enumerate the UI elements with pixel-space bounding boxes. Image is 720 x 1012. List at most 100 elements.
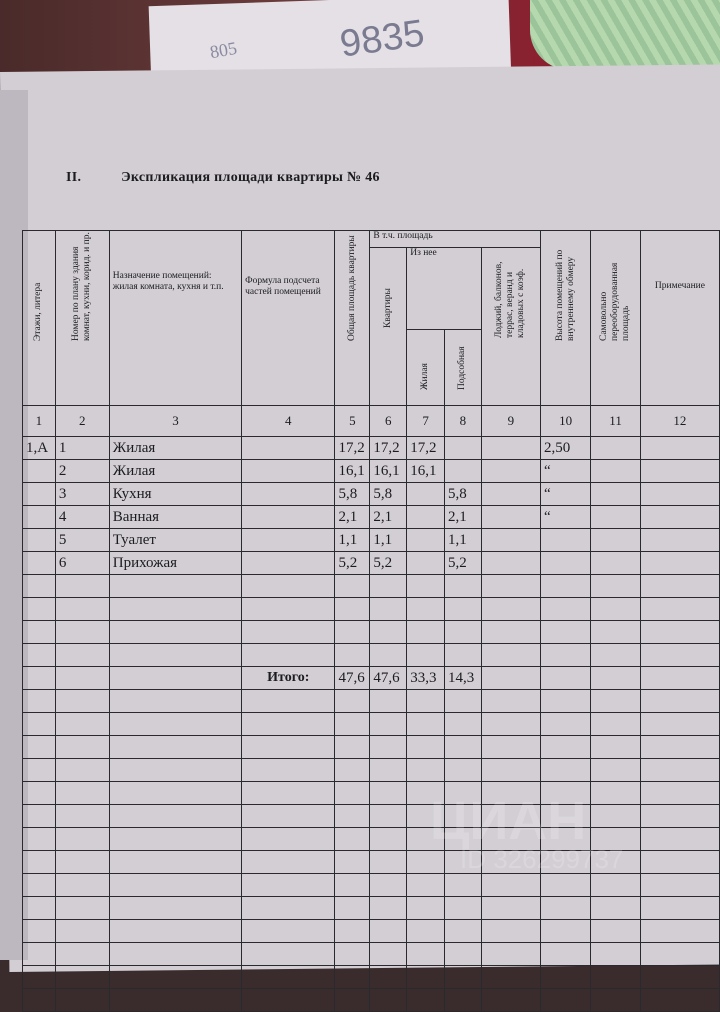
table-cell bbox=[22, 574, 56, 598]
table-cell bbox=[406, 850, 445, 874]
table-cell bbox=[108, 735, 243, 759]
table-cell bbox=[22, 988, 56, 1012]
column-number: 3 bbox=[108, 405, 243, 437]
table-cell bbox=[639, 689, 720, 713]
table-row bbox=[22, 804, 720, 828]
column-number: 12 bbox=[639, 405, 720, 437]
table-cell bbox=[369, 735, 408, 759]
table-cell bbox=[540, 919, 592, 943]
table-cell bbox=[369, 804, 408, 828]
table-cell bbox=[108, 620, 243, 644]
table-cell bbox=[540, 666, 592, 690]
table-cell bbox=[334, 873, 371, 897]
table-cell bbox=[639, 528, 720, 552]
table-cell: 5 bbox=[54, 528, 110, 552]
table-row: 6 Прихожая 5,2 5,2 5,2 bbox=[22, 551, 720, 575]
table-cell bbox=[480, 735, 542, 759]
table-cell: 5,2 bbox=[369, 551, 408, 575]
table-cell: 5,8 bbox=[334, 482, 371, 506]
table-cell bbox=[480, 459, 542, 483]
table-cell bbox=[369, 597, 408, 621]
table-cell bbox=[406, 965, 445, 989]
table-cell bbox=[108, 965, 243, 989]
table-cell bbox=[369, 574, 408, 598]
table-cell bbox=[334, 804, 371, 828]
table-cell bbox=[540, 873, 592, 897]
table-cell bbox=[590, 643, 641, 667]
table-cell bbox=[22, 528, 56, 552]
table-cell bbox=[334, 896, 371, 920]
table-cell: Жилая bbox=[108, 459, 243, 483]
table-cell bbox=[334, 781, 371, 805]
table-cell bbox=[540, 735, 592, 759]
table-cell bbox=[590, 574, 641, 598]
table-cell bbox=[54, 620, 110, 644]
table-row: 2 Жилая 16,1 16,1 16,1 “ bbox=[22, 459, 720, 483]
table-cell: “ bbox=[540, 459, 592, 483]
table-cell bbox=[639, 666, 720, 690]
table-cell bbox=[639, 551, 720, 575]
table-cell bbox=[639, 781, 720, 805]
table-cell bbox=[480, 597, 542, 621]
header-purpose: Назначение помещений: жилая комната, кух… bbox=[108, 230, 243, 406]
table-cell bbox=[590, 919, 641, 943]
table-row: 4 Ванная 2,1 2,1 2,1 “ bbox=[22, 505, 720, 529]
table-cell: 5,8 bbox=[369, 482, 408, 506]
table-cell bbox=[369, 896, 408, 920]
explication-table: Этажи, литера Номер по плану здания комн… bbox=[22, 230, 720, 1012]
table-cell: Кухня bbox=[108, 482, 243, 506]
table-cell bbox=[241, 988, 336, 1012]
table-cell bbox=[241, 505, 336, 529]
table-cell bbox=[334, 758, 371, 782]
table-cell bbox=[590, 436, 641, 460]
table-row bbox=[22, 965, 720, 989]
table-cell bbox=[639, 712, 720, 736]
column-number: 4 bbox=[241, 405, 336, 437]
table-cell bbox=[590, 873, 641, 897]
table-cell bbox=[639, 643, 720, 667]
table-cell bbox=[22, 459, 56, 483]
total-row: Итого: 47,6 47,6 33,3 14,3 bbox=[22, 666, 720, 690]
table-cell bbox=[406, 597, 445, 621]
table-cell: 2,1 bbox=[444, 505, 482, 529]
table-cell bbox=[590, 896, 641, 920]
table-cell bbox=[480, 551, 542, 575]
table-cell bbox=[590, 781, 641, 805]
table-cell bbox=[54, 827, 110, 851]
header-formula: Формула подсчета частей помещений bbox=[241, 230, 336, 406]
table-cell bbox=[54, 597, 110, 621]
table-cell bbox=[590, 597, 641, 621]
table-row bbox=[22, 988, 720, 1012]
table-cell: 16,1 bbox=[369, 459, 408, 483]
table-cell bbox=[334, 919, 371, 943]
table-cell bbox=[369, 942, 408, 966]
table-cell bbox=[406, 712, 445, 736]
table-cell bbox=[334, 689, 371, 713]
table-row bbox=[22, 620, 720, 644]
table-cell bbox=[241, 436, 336, 460]
column-number: 8 bbox=[444, 405, 482, 437]
table-cell: “ bbox=[540, 482, 592, 506]
table-cell bbox=[241, 942, 336, 966]
table-cell bbox=[639, 574, 720, 598]
table-cell bbox=[108, 942, 243, 966]
table-cell bbox=[540, 574, 592, 598]
column-number: 10 bbox=[540, 405, 592, 437]
table-cell bbox=[639, 436, 720, 460]
table-cell bbox=[406, 574, 445, 598]
table-cell bbox=[369, 620, 408, 644]
table-cell bbox=[54, 873, 110, 897]
table-cell: 1,1 bbox=[334, 528, 371, 552]
table-cell bbox=[54, 850, 110, 874]
table-cell bbox=[444, 620, 482, 644]
table-cell bbox=[480, 528, 542, 552]
table-cell bbox=[22, 965, 56, 989]
table-cell bbox=[590, 942, 641, 966]
table-cell: 4 bbox=[54, 505, 110, 529]
table-cell bbox=[369, 758, 408, 782]
table-cell bbox=[54, 919, 110, 943]
table-cell bbox=[334, 942, 371, 966]
table-cell: Прихожая bbox=[108, 551, 243, 575]
table-cell: 2,1 bbox=[369, 505, 408, 529]
table-cell bbox=[108, 758, 243, 782]
